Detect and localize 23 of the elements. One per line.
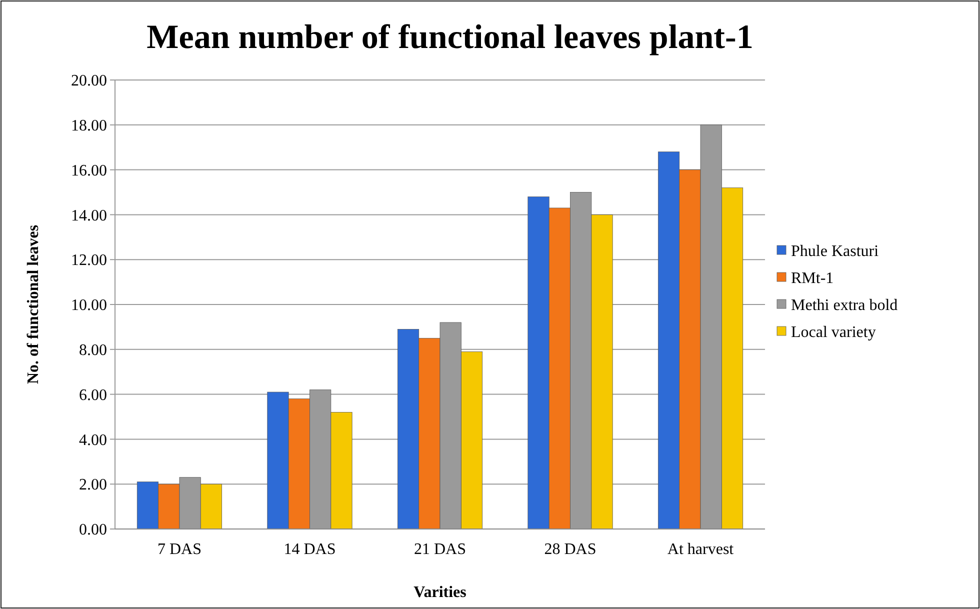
x-tick-label: 21 DAS bbox=[414, 541, 466, 558]
y-tick-label: 14.00 bbox=[71, 207, 107, 224]
y-tick-label: 0.00 bbox=[79, 522, 107, 539]
y-axis-title: No. of functional leaves bbox=[25, 224, 42, 384]
legend-label: Methi extra bold bbox=[791, 297, 898, 314]
legend-label: Phule Kasturi bbox=[791, 243, 880, 260]
y-tick-label: 6.00 bbox=[79, 386, 107, 404]
chart-title: Mean number of functional leaves plant-1 bbox=[146, 19, 754, 56]
y-tick-label: 2.00 bbox=[79, 476, 107, 494]
y-tick-label: 12.00 bbox=[71, 252, 107, 270]
legend-label: RMt-1 bbox=[791, 270, 834, 288]
y-tick-label: 10.00 bbox=[71, 297, 107, 314]
x-tick-label: 28 DAS bbox=[544, 541, 596, 558]
x-tick-label: 7 DAS bbox=[157, 541, 202, 558]
y-tick-label: 20.00 bbox=[71, 72, 107, 90]
x-tick-label: 14 DAS bbox=[284, 541, 336, 558]
legend-label: Local variety bbox=[791, 324, 876, 342]
y-tick-label: 16.00 bbox=[71, 162, 107, 180]
x-axis-title: Varities bbox=[414, 584, 466, 601]
y-tick-label: 18.00 bbox=[71, 118, 107, 134]
x-tick-label: At harvest bbox=[667, 541, 734, 558]
y-tick-label: 8.00 bbox=[79, 342, 107, 359]
y-tick-label: 4.00 bbox=[79, 432, 107, 449]
